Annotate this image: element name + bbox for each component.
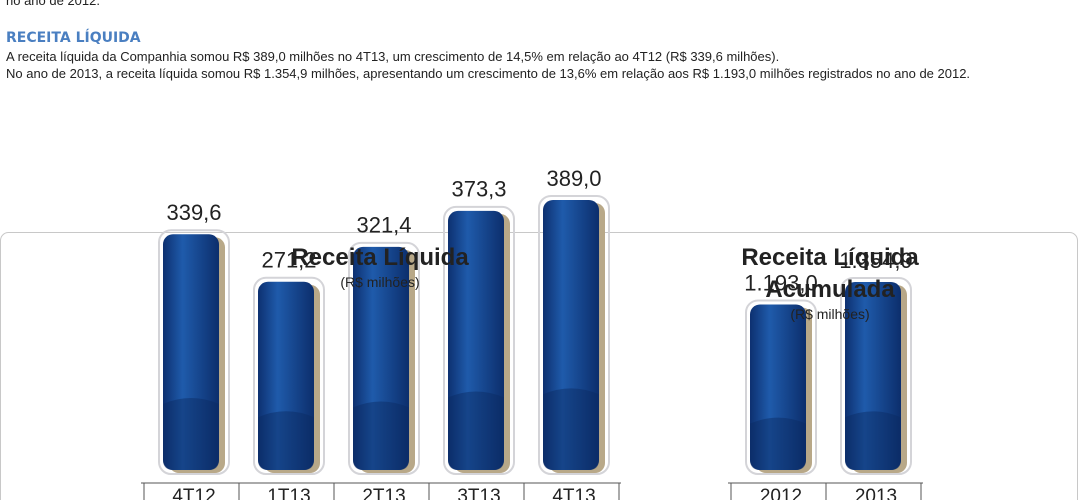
data-label: 1.193,0 — [744, 270, 817, 295]
category-label: 2T13 — [362, 486, 405, 500]
data-label: 1.354,9 — [839, 248, 912, 273]
chart-title: Receita Líquida Acumulada — [741, 244, 919, 303]
bar-wave — [353, 401, 409, 470]
bar-wave — [163, 398, 219, 470]
bar-wave — [258, 411, 314, 470]
bar — [543, 200, 599, 470]
bar-outline — [745, 299, 817, 475]
category-label: 2013 — [855, 486, 897, 500]
bar-outline — [840, 277, 912, 475]
data-label: 389,0 — [546, 166, 601, 191]
section-heading: RECEITA LÍQUIDA — [6, 30, 141, 46]
bar — [750, 304, 806, 470]
bar — [448, 210, 504, 471]
bar-outline — [348, 241, 420, 475]
data-label: 373,3 — [451, 177, 506, 202]
bar-outline — [443, 205, 515, 475]
bar-wave — [448, 391, 504, 470]
chart-title: Receita Líquida — [291, 244, 469, 271]
bar — [845, 282, 901, 470]
bar-wave — [750, 417, 806, 470]
bar-outline — [253, 276, 325, 475]
category-label: 4T13 — [552, 486, 595, 500]
bar-outline — [158, 229, 230, 475]
category-label: 4T12 — [172, 486, 215, 500]
bar-outline — [538, 195, 610, 475]
paragraph: No ano de 2013, a receita líquida somou … — [6, 66, 971, 81]
chart-subtitle: (R$ milhões) — [790, 306, 870, 322]
bar — [258, 281, 314, 470]
data-label: 271,2 — [261, 248, 316, 273]
data-label: 321,4 — [356, 213, 411, 238]
bar-wave — [845, 411, 901, 470]
data-label: 339,6 — [166, 200, 221, 225]
bar — [163, 234, 219, 470]
category-label: 1T13 — [267, 486, 310, 500]
category-label: 2012 — [760, 486, 802, 500]
bar — [353, 246, 409, 470]
chart-subtitle: (R$ milhões) — [340, 274, 420, 290]
paragraph: A receita líquida da Companhia somou R$ … — [6, 49, 780, 64]
top-text: no ano de 2012. — [6, 0, 100, 8]
category-label: 3T13 — [457, 486, 500, 500]
bar-wave — [543, 388, 599, 470]
